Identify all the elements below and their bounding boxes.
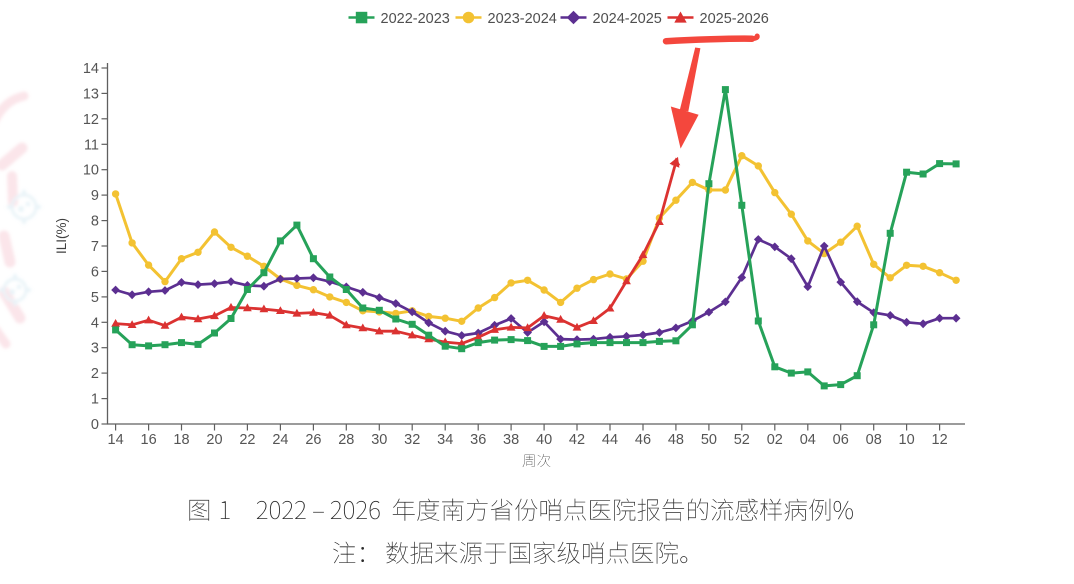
svg-text:10: 10 xyxy=(899,432,915,448)
svg-text:42: 42 xyxy=(569,432,585,448)
svg-text:2023-2024: 2023-2024 xyxy=(488,11,557,27)
svg-text:34: 34 xyxy=(437,432,453,448)
svg-text:26: 26 xyxy=(305,432,321,448)
svg-text:46: 46 xyxy=(635,432,651,448)
svg-text:0: 0 xyxy=(91,417,99,433)
svg-text:9: 9 xyxy=(91,188,99,204)
svg-text:12: 12 xyxy=(83,112,99,128)
svg-text:2: 2 xyxy=(91,366,99,382)
svg-text:12: 12 xyxy=(932,432,948,448)
svg-text:ILI(%): ILI(%) xyxy=(54,218,69,254)
svg-text:5: 5 xyxy=(91,290,99,306)
svg-text:6: 6 xyxy=(91,264,99,280)
svg-text:48: 48 xyxy=(668,432,684,448)
svg-text:14: 14 xyxy=(108,432,124,448)
svg-text:2024-2025: 2024-2025 xyxy=(593,11,662,27)
svg-text:38: 38 xyxy=(503,432,519,448)
svg-text:3: 3 xyxy=(91,341,99,357)
svg-text:1: 1 xyxy=(91,392,99,408)
svg-text:30: 30 xyxy=(371,432,387,448)
svg-text:28: 28 xyxy=(338,432,354,448)
svg-text:13: 13 xyxy=(83,86,99,102)
svg-text:14: 14 xyxy=(83,61,99,77)
svg-text:10: 10 xyxy=(83,163,99,179)
svg-text:11: 11 xyxy=(84,137,99,153)
svg-text:20: 20 xyxy=(206,432,222,448)
svg-text:7: 7 xyxy=(91,239,99,255)
svg-text:44: 44 xyxy=(602,432,618,448)
svg-text:2022-2023: 2022-2023 xyxy=(381,11,450,27)
svg-text:4: 4 xyxy=(91,315,99,331)
svg-text:8: 8 xyxy=(91,214,99,230)
svg-text:2025-2026: 2025-2026 xyxy=(700,11,769,27)
svg-text:04: 04 xyxy=(800,432,816,448)
svg-text:50: 50 xyxy=(701,432,717,448)
svg-text:22: 22 xyxy=(239,432,255,448)
svg-text:06: 06 xyxy=(833,432,849,448)
svg-text:18: 18 xyxy=(173,432,189,448)
svg-text:52: 52 xyxy=(734,432,750,448)
svg-text:24: 24 xyxy=(272,432,288,448)
svg-text:08: 08 xyxy=(866,432,882,448)
svg-text:32: 32 xyxy=(404,432,420,448)
svg-text:16: 16 xyxy=(141,432,157,448)
svg-text:02: 02 xyxy=(767,432,783,448)
svg-text:36: 36 xyxy=(470,432,486,448)
svg-text:40: 40 xyxy=(536,432,552,448)
